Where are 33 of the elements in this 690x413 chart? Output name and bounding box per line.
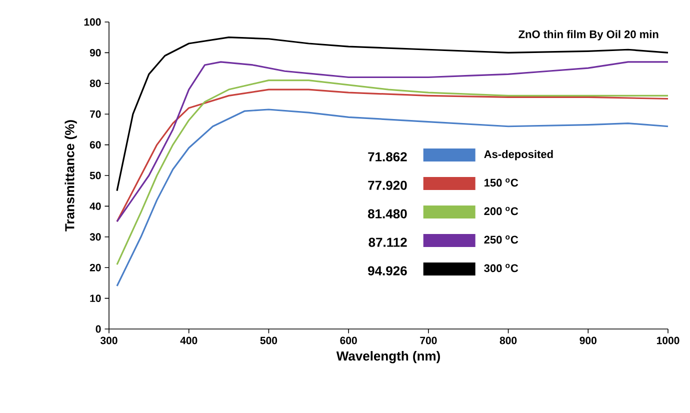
annotation: 81.480 <box>368 209 407 218</box>
legend-label: 300 $^{o}$C <box>484 264 518 272</box>
annotation: 77.920 <box>368 180 407 190</box>
x-tick-label: 600 <box>340 336 357 344</box>
x-tick-label: 500 <box>260 336 278 344</box>
y-tick-label: 100 <box>84 18 101 26</box>
y-tick-label: 30 <box>90 233 101 241</box>
x-tick-label: 700 <box>420 336 437 344</box>
y-tick-label: 40 <box>90 202 101 210</box>
y-tick-label: 80 <box>90 80 101 88</box>
annotation: 87.112 <box>368 238 407 247</box>
legend-label: 150 $^{o}$C <box>484 178 518 187</box>
annotation: 71.862 <box>368 152 407 162</box>
y-tick-label: 60 <box>90 141 101 149</box>
y-tick-label: 90 <box>90 48 101 56</box>
annotation: 94.926 <box>368 266 407 276</box>
y-axis-title: Transmittance (%) <box>64 120 77 232</box>
y-tick-label: 0 <box>96 325 101 333</box>
legend-label: 250 $^{o}$C <box>484 235 518 244</box>
x-tick-label: 400 <box>180 336 198 344</box>
x-tick-label: 800 <box>500 336 517 344</box>
x-axis-title: Wavelength (nm) <box>336 351 440 364</box>
x-tick-label: 300 <box>100 336 118 344</box>
legend-label: 200 $^{o}$C <box>484 206 518 216</box>
y-tick-label: 70 <box>90 110 101 118</box>
y-tick-label: 50 <box>90 172 101 180</box>
x-tick-label: 1000 <box>656 336 680 344</box>
text: ZnO thin film By Oil 20 min <box>518 30 658 40</box>
line-series <box>116 108 669 287</box>
y-tick-label: 20 <box>90 264 101 272</box>
legend-label: As-deposited <box>484 150 553 160</box>
y-tick-label: 10 <box>90 294 101 302</box>
x-tick-label: 900 <box>580 336 596 344</box>
